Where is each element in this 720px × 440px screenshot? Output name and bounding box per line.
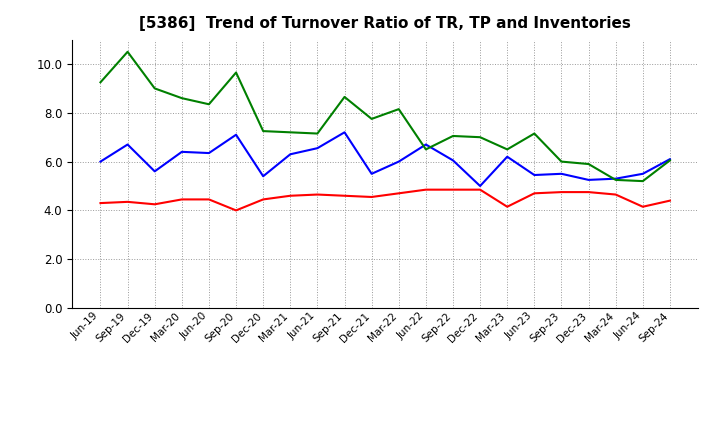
- Trade Payables: [449, 158, 457, 163]
- Inventories: [204, 102, 213, 107]
- Inventories: [503, 147, 511, 152]
- Inventories: [449, 133, 457, 139]
- Trade Receivables: [286, 193, 294, 198]
- Inventories: [639, 179, 647, 184]
- Trade Payables: [503, 154, 511, 159]
- Trade Receivables: [421, 187, 430, 192]
- Trade Receivables: [665, 198, 674, 203]
- Inventories: [421, 147, 430, 152]
- Inventories: [123, 49, 132, 55]
- Trade Payables: [204, 150, 213, 156]
- Inventories: [286, 130, 294, 135]
- Trade Receivables: [232, 208, 240, 213]
- Trade Payables: [530, 172, 539, 178]
- Trade Receivables: [150, 202, 159, 207]
- Inventories: [530, 131, 539, 136]
- Trade Receivables: [204, 197, 213, 202]
- Trade Payables: [395, 159, 403, 164]
- Title: [5386]  Trend of Turnover Ratio of TR, TP and Inventories: [5386] Trend of Turnover Ratio of TR, TP…: [139, 16, 631, 32]
- Inventories: [96, 80, 105, 85]
- Trade Payables: [286, 152, 294, 157]
- Trade Receivables: [259, 197, 268, 202]
- Trade Receivables: [584, 190, 593, 195]
- Trade Payables: [476, 183, 485, 189]
- Trade Receivables: [341, 193, 349, 198]
- Trade Payables: [150, 169, 159, 174]
- Trade Payables: [313, 146, 322, 151]
- Inventories: [232, 70, 240, 75]
- Inventories: [367, 116, 376, 121]
- Inventories: [341, 94, 349, 99]
- Inventories: [150, 86, 159, 91]
- Inventories: [395, 106, 403, 112]
- Trade Receivables: [503, 204, 511, 209]
- Inventories: [584, 161, 593, 167]
- Trade Receivables: [178, 197, 186, 202]
- Trade Payables: [341, 130, 349, 135]
- Inventories: [178, 95, 186, 101]
- Trade Receivables: [123, 199, 132, 205]
- Trade Payables: [639, 171, 647, 176]
- Trade Payables: [123, 142, 132, 147]
- Inventories: [313, 131, 322, 136]
- Trade Receivables: [530, 191, 539, 196]
- Trade Receivables: [639, 204, 647, 209]
- Trade Payables: [178, 149, 186, 154]
- Trade Receivables: [313, 192, 322, 197]
- Inventories: [476, 135, 485, 140]
- Trade Receivables: [367, 194, 376, 200]
- Trade Payables: [367, 171, 376, 176]
- Inventories: [259, 128, 268, 134]
- Trade Receivables: [395, 191, 403, 196]
- Trade Receivables: [449, 187, 457, 192]
- Trade Receivables: [557, 190, 566, 195]
- Trade Receivables: [476, 187, 485, 192]
- Trade Payables: [232, 132, 240, 137]
- Line: Trade Payables: Trade Payables: [101, 132, 670, 186]
- Trade Receivables: [96, 201, 105, 206]
- Trade Payables: [421, 142, 430, 147]
- Trade Payables: [665, 157, 674, 162]
- Inventories: [611, 177, 620, 183]
- Trade Receivables: [611, 192, 620, 197]
- Line: Trade Receivables: Trade Receivables: [101, 190, 670, 210]
- Trade Payables: [96, 159, 105, 164]
- Inventories: [665, 158, 674, 163]
- Trade Payables: [611, 176, 620, 181]
- Trade Payables: [259, 174, 268, 179]
- Trade Payables: [584, 177, 593, 183]
- Inventories: [557, 159, 566, 164]
- Line: Inventories: Inventories: [101, 52, 670, 181]
- Trade Payables: [557, 171, 566, 176]
